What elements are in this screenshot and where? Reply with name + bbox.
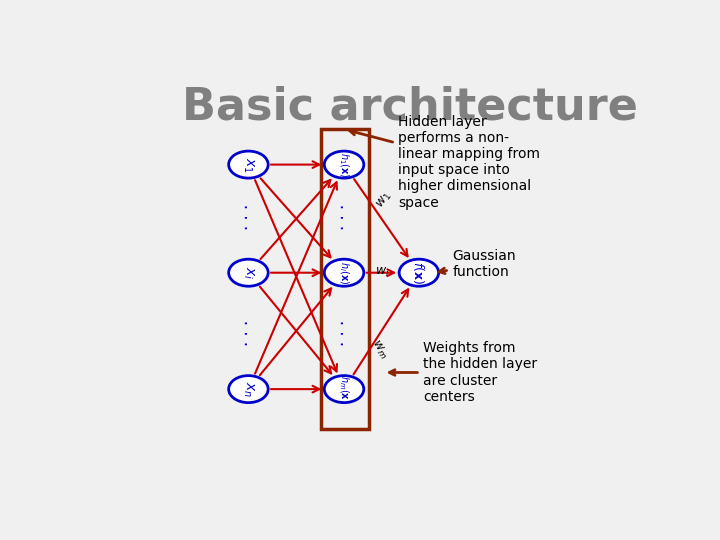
Ellipse shape — [324, 151, 364, 178]
Ellipse shape — [399, 259, 438, 286]
Text: $w_m$: $w_m$ — [368, 338, 390, 362]
Text: $w_1$: $w_1$ — [374, 189, 395, 211]
Text: $h_1(\mathbf{x})$: $h_1(\mathbf{x})$ — [337, 152, 351, 178]
Text: $x_n$: $x_n$ — [241, 381, 256, 397]
Ellipse shape — [229, 376, 268, 403]
Text: Hidden layer
performs a non-
linear mapping from
input space into
higher dimensi: Hidden layer performs a non- linear mapp… — [350, 114, 540, 210]
Text: · · ·: · · · — [240, 204, 258, 230]
Text: $f(\mathbf{x})$: $f(\mathbf{x})$ — [411, 261, 426, 284]
Text: · · ·: · · · — [335, 204, 353, 230]
Ellipse shape — [229, 151, 268, 178]
Text: · · ·: · · · — [240, 320, 258, 346]
Text: · · ·: · · · — [335, 320, 353, 346]
Text: $h_m(\mathbf{x})$: $h_m(\mathbf{x})$ — [337, 375, 351, 403]
Bar — [321, 129, 369, 429]
Text: Gaussian
function: Gaussian function — [439, 249, 516, 280]
Text: $w_i$: $w_i$ — [375, 266, 390, 279]
Text: Basic architecture: Basic architecture — [182, 85, 638, 129]
Text: $x_i$: $x_i$ — [241, 266, 256, 279]
Text: $x_1$: $x_1$ — [241, 157, 256, 172]
Ellipse shape — [324, 259, 364, 286]
Ellipse shape — [324, 376, 364, 403]
Text: Weights from
the hidden layer
are cluster
centers: Weights from the hidden layer are cluste… — [390, 341, 537, 404]
Ellipse shape — [229, 259, 268, 286]
Text: $h_i(\mathbf{x})$: $h_i(\mathbf{x})$ — [337, 261, 351, 285]
